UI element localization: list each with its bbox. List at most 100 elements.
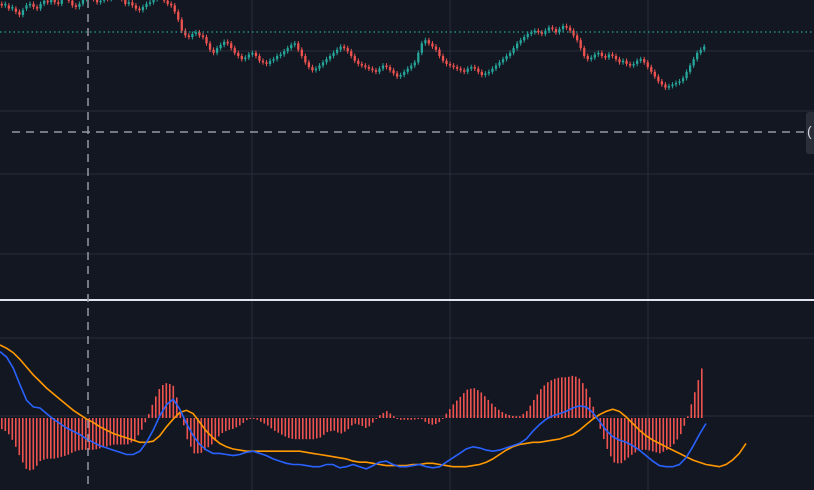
candle-body xyxy=(212,49,215,53)
macd-histogram-bar xyxy=(487,399,490,418)
macd-histogram-bar xyxy=(260,418,262,422)
macd-histogram-bar xyxy=(624,418,626,461)
macd-histogram-bar xyxy=(627,418,630,458)
candle-body xyxy=(664,84,667,88)
macd-histogram-bar xyxy=(431,418,434,425)
macd-histogram-bar xyxy=(568,376,570,418)
macd-histogram-bar xyxy=(393,416,395,418)
macd-histogram-bar xyxy=(71,418,73,453)
candle-body xyxy=(39,3,42,9)
macd-histogram-bar xyxy=(200,418,203,453)
macd-histogram-bar xyxy=(617,418,619,464)
macd-histogram-bar xyxy=(389,413,392,418)
candle-body xyxy=(170,3,173,6)
macd-histogram-bar xyxy=(648,418,651,451)
macd-histogram-bar xyxy=(557,377,560,418)
macd-histogram-bar xyxy=(88,418,91,450)
candle-body xyxy=(18,11,21,15)
signal-line xyxy=(0,344,747,468)
candle-body xyxy=(335,49,339,53)
macd-histogram-bar xyxy=(351,418,353,426)
candle-body xyxy=(463,70,466,72)
macd-histogram-bar xyxy=(424,418,427,422)
candle-body xyxy=(53,0,56,3)
macd-pane xyxy=(0,344,747,471)
macd-histogram-bar xyxy=(141,418,143,430)
candle-body xyxy=(244,57,247,60)
macd-histogram-bar xyxy=(316,418,318,439)
macd-histogram-bar xyxy=(256,418,259,420)
macd-histogram-bar xyxy=(522,413,525,418)
candle-body xyxy=(466,68,469,72)
candle-body xyxy=(357,60,360,64)
macd-histogram-bar xyxy=(162,385,164,418)
macd-histogram-bar xyxy=(123,418,126,445)
macd-histogram-bar xyxy=(137,418,140,436)
macd-histogram-bar xyxy=(606,418,609,449)
macd-histogram-bar xyxy=(501,411,504,418)
candle-body xyxy=(290,44,293,49)
macd-histogram-bar xyxy=(666,418,668,450)
macd-histogram-bar xyxy=(498,409,500,418)
candle-body xyxy=(703,46,706,50)
macd-histogram-bar xyxy=(564,377,567,418)
macd-histogram-bar xyxy=(631,418,633,455)
macd-histogram-bar xyxy=(50,418,52,459)
reference-lines xyxy=(0,31,814,301)
macd-histogram-bar xyxy=(319,418,322,438)
macd-histogram-bar xyxy=(505,413,507,418)
macd-histogram-bar xyxy=(529,405,532,418)
candle-body xyxy=(42,0,46,4)
candle-body xyxy=(360,63,363,66)
candle-body xyxy=(328,56,332,60)
macd-histogram-bar xyxy=(347,418,350,430)
macd-histogram-bar xyxy=(242,418,245,423)
candle-body xyxy=(547,27,551,31)
macd-histogram-bar xyxy=(134,418,136,440)
macd-histogram-bar xyxy=(151,404,154,418)
macd-histogram-bar xyxy=(277,418,280,433)
candle-body xyxy=(67,0,70,1)
macd-histogram-bar xyxy=(473,388,476,418)
macd-histogram-bar xyxy=(645,418,647,450)
macd-histogram-bar xyxy=(284,418,287,437)
macd-histogram-bar xyxy=(519,416,521,418)
macd-histogram-bar xyxy=(396,418,399,419)
candle-body xyxy=(283,51,286,55)
candle-body xyxy=(350,51,353,57)
macd-histogram-bar xyxy=(92,418,94,450)
candle-body xyxy=(81,0,85,4)
macd-histogram-bar xyxy=(582,383,584,418)
macd-histogram-bar xyxy=(39,418,42,462)
candle-body xyxy=(378,68,381,72)
macd-histogram-bar xyxy=(288,418,290,438)
candle-body xyxy=(420,43,423,53)
macd-histogram-bar xyxy=(372,418,374,423)
candle-body xyxy=(191,33,194,38)
macd-histogram-bar xyxy=(25,418,28,469)
macd-histogram-bar xyxy=(186,418,189,440)
macd-histogram-bar xyxy=(683,418,686,426)
candle-body xyxy=(99,0,102,3)
candle-body xyxy=(14,8,18,12)
macd-histogram-bar xyxy=(543,385,546,418)
candle-body xyxy=(487,71,491,74)
candle-body xyxy=(685,71,688,79)
macd-histogram-bar xyxy=(120,418,122,445)
candle-body xyxy=(230,43,233,49)
macd-histogram-bar xyxy=(197,418,199,454)
candle-body xyxy=(173,5,176,12)
macd-histogram-bar xyxy=(484,396,486,418)
macd-histogram-bar xyxy=(669,418,672,448)
macd-histogram-bar xyxy=(358,418,360,425)
macd-histogram-bar xyxy=(382,412,385,418)
macd-histogram-bar xyxy=(106,418,108,447)
candle-body xyxy=(515,43,519,49)
candlestick-series xyxy=(0,0,706,90)
candle-body xyxy=(25,5,28,9)
candle-body xyxy=(4,3,7,6)
candle-body xyxy=(583,48,586,57)
candle-body xyxy=(434,46,438,50)
